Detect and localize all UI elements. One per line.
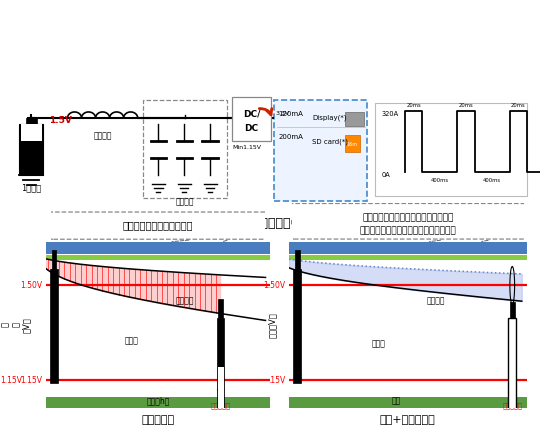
Text: 1.50V: 1.50V (21, 281, 43, 290)
Text: 仅用电池时: 仅用电池时 (141, 415, 174, 425)
Text: 电压（V）: 电压（V） (268, 312, 277, 338)
Text: 时间: 时间 (391, 397, 401, 406)
Text: 120mA: 120mA (279, 111, 303, 116)
Text: 电池+超级电容时: 电池+超级电容时 (380, 415, 436, 425)
Text: 400ms: 400ms (431, 178, 449, 183)
Bar (289, 242, 526, 254)
Text: 200mA: 200mA (279, 134, 303, 140)
Text: Loading pattern: Loading pattern (420, 205, 482, 214)
FancyBboxPatch shape (287, 204, 529, 239)
Bar (232, 97, 271, 141)
Text: 20ms: 20ms (406, 103, 421, 108)
Bar (289, 397, 526, 408)
Text: 系统停止！: 系统停止！ (211, 403, 231, 409)
Bar (510, 302, 515, 318)
Text: .15V: .15V (268, 376, 285, 385)
Text: 1次电池: 1次电池 (21, 183, 42, 192)
Text: 系统停止！: 系统停止！ (502, 403, 522, 409)
Text: 320A: 320A (382, 111, 399, 117)
Bar (217, 318, 224, 432)
Text: 时间（h）: 时间（h） (146, 397, 170, 406)
FancyBboxPatch shape (47, 212, 269, 239)
Text: 无负载时: 无负载时 (176, 296, 194, 305)
Bar (274, 100, 367, 201)
Bar (19, 124, 43, 175)
Text: Min1.15V: Min1.15V (232, 145, 261, 150)
Text: Display(*): Display(*) (312, 114, 347, 121)
Bar (46, 242, 270, 254)
Text: 20ms: 20ms (511, 103, 526, 108)
Text: 图４：负载条件①: 图４：负载条件① (239, 217, 301, 229)
Text: 0A: 0A (382, 172, 390, 178)
Text: SD card(*): SD card(*) (312, 139, 348, 145)
Bar (293, 269, 301, 383)
Text: 3.3V: 3.3V (275, 111, 289, 116)
Text: 负载时: 负载时 (124, 337, 138, 346)
Bar (345, 135, 360, 152)
Bar (289, 255, 526, 259)
Text: 16m: 16m (347, 142, 357, 146)
Text: DC: DC (245, 123, 259, 133)
Bar (46, 397, 270, 408)
Text: 1.5V: 1.5V (49, 116, 71, 125)
Text: DC/: DC/ (243, 109, 260, 119)
Text: 平波磁抗: 平波磁抗 (93, 131, 112, 140)
Bar (50, 269, 58, 383)
Bar (218, 367, 224, 421)
Text: 无负载时: 无负载时 (427, 296, 445, 305)
Text: 负载时: 负载时 (372, 339, 386, 348)
Text: 1.50V: 1.50V (263, 281, 285, 290)
Text: 超级电容: 超级电容 (176, 198, 194, 206)
Bar (21, 124, 42, 141)
Text: 1.15V: 1.15V (21, 376, 43, 385)
Text: 均化，所以不浪费电量，可使用到最后。: 均化，所以不浪费电量，可使用到最后。 (359, 226, 456, 235)
Bar (509, 318, 516, 436)
Text: 1.15V: 1.15V (1, 376, 22, 385)
Bar (218, 299, 223, 318)
Text: 电
压
（V）: 电 压 （V） (1, 317, 31, 333)
Bar (345, 112, 364, 126)
Text: 20ms: 20ms (458, 103, 474, 108)
Bar (143, 100, 227, 198)
Bar (46, 255, 270, 259)
Bar (51, 250, 56, 269)
Bar (295, 250, 300, 269)
Bar (375, 102, 526, 196)
Text: 在还有电量时就需更换电池: 在还有电量时就需更换电池 (123, 220, 193, 230)
Text: 400ms: 400ms (483, 178, 501, 183)
Text: 村田的超级电容能够持负载时的电压平: 村田的超级电容能够持负载时的电压平 (362, 213, 454, 222)
Bar (26, 118, 37, 124)
